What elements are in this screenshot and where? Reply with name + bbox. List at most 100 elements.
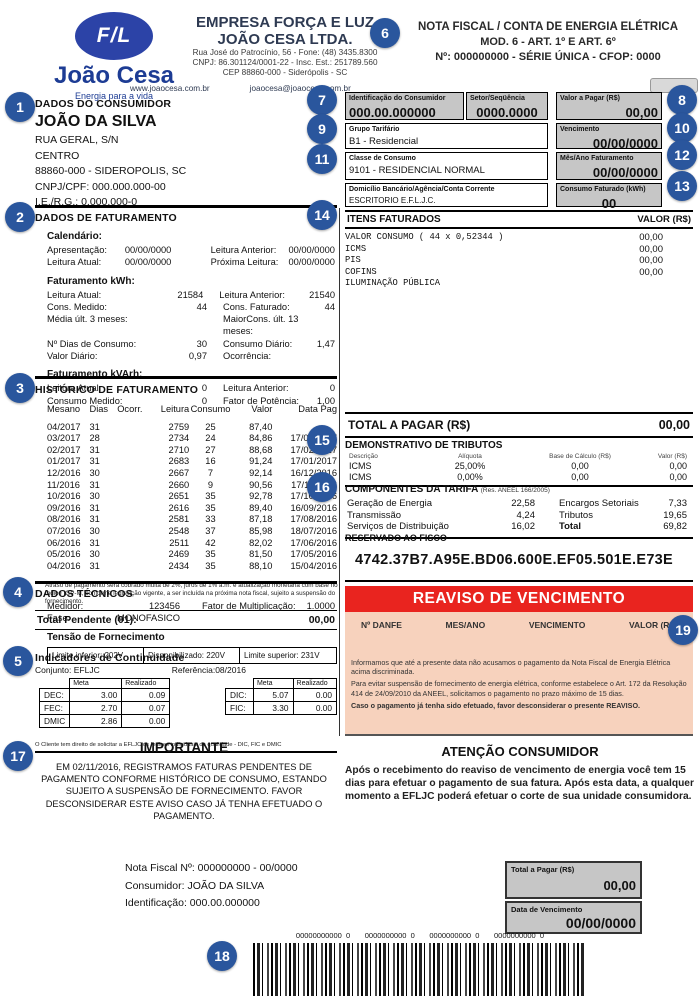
col-dias: Dias bbox=[89, 404, 109, 414]
section-itens-faturados: ITENS FATURADOS VALOR (R$) VALOR CONSUMO… bbox=[345, 210, 693, 290]
callout-4: 4 bbox=[3, 577, 33, 607]
callout-9: 9 bbox=[307, 114, 337, 144]
item-row: COFINS 00,00 bbox=[345, 266, 663, 278]
tax-row: ICMS 0,00% 0,00 0,00 bbox=[349, 471, 687, 482]
logo-ellipse-icon: F/L bbox=[75, 12, 153, 60]
history-row: 07/2016 30 2548 37 85,98 18/07/2016 bbox=[47, 525, 338, 536]
continuity-footnote: O Cliente tem direito de solicitar a EFL… bbox=[35, 742, 282, 748]
box-label: Setor/Seqüência bbox=[470, 95, 525, 102]
box-mes-ano-faturamento: Mês/Ano Faturamento 00/00/0000 bbox=[556, 152, 662, 180]
company-website: www.joaocesa.com.br bbox=[130, 84, 210, 93]
blank-header bbox=[226, 679, 254, 689]
company-web-contacts: www.joaocesa.com.br joaocesa@joaocesa.co… bbox=[130, 84, 351, 93]
total-a-pagar-row: TOTAL A PAGAR (R$) 00,00 bbox=[345, 412, 693, 438]
footer-vencimento-label: Data de Vencimento bbox=[511, 905, 583, 914]
history-row: 08/2016 31 2581 33 87,18 17/08/2016 bbox=[47, 514, 338, 525]
barcode bbox=[253, 943, 585, 996]
company-header: EMPRESA FORÇA E LUZ JOÃO CESA LTDA. Rua … bbox=[160, 14, 410, 78]
box-value: B1 - Residencial bbox=[349, 135, 419, 147]
footer-total-box: Total a Pagar (R$) 00,00 bbox=[505, 861, 642, 899]
box-value: 00 bbox=[601, 195, 617, 211]
col-mesano: Mesano bbox=[47, 404, 81, 414]
reaviso-paragraph-2: Para evitar suspensão de fornecimento de… bbox=[351, 679, 687, 698]
items-title: ITENS FATURADOS bbox=[347, 214, 441, 225]
calendar-row: Leitura Atual: 00/00/0000 Próxima Leitura… bbox=[47, 257, 335, 268]
kwh-row: Nº Dias de Consumo: 30 Consumo Diário: 1,4… bbox=[47, 338, 335, 349]
box-valor-a-pagar: Valor a Pagar (R$) 00,00 bbox=[556, 92, 662, 120]
kvarh-row: Consumo Medido: 0 Fator de Potência: 1,00 bbox=[47, 395, 335, 406]
reaviso-text: Informamos que até a presente data não a… bbox=[345, 658, 693, 710]
tariff-row: Geração de Energia 22,58 Encargos Setoria… bbox=[347, 498, 687, 509]
technical-row: Medidor: 123456 Fator de Multiplicação: 1.… bbox=[47, 601, 335, 611]
continuity-table-left: Meta Realizado DEC: 3.00 0.09 FEC: 2.70 0.07… bbox=[38, 678, 171, 728]
footer-total-label: Total a Pagar (R$) bbox=[511, 865, 575, 874]
item-row: ICMS 00,00 bbox=[345, 243, 663, 255]
logo-name: João Cesa bbox=[53, 62, 175, 89]
box-grupo-tarifario: Grupo Tarifário B1 - Residencial bbox=[345, 123, 548, 149]
kvarh-rows: Leitura Atual: 0 Leitura Anterior: 0 Consu… bbox=[35, 382, 337, 407]
barcode-digits: 00000000000 0 0000000000 0 0000000000 0 … bbox=[295, 931, 545, 940]
blank-header bbox=[40, 679, 70, 689]
col-valor: VALOR (R$) bbox=[628, 620, 677, 630]
item-row: VALOR CONSUMO ( 44 x 0,52344 ) 00,00 bbox=[345, 232, 663, 243]
callout-13: 13 bbox=[667, 171, 697, 201]
history-row: 09/2016 31 2616 35 89,40 16/09/2016 bbox=[47, 502, 338, 513]
callout-18: 18 bbox=[207, 941, 237, 971]
kvarh-title: Faturamento kVArh: bbox=[47, 369, 143, 381]
fisco-label: RESERVADO AO FISCO bbox=[345, 533, 447, 543]
callout-15: 15 bbox=[307, 425, 337, 455]
item-row: ILUMINAÇÃO PÚBLICA bbox=[345, 278, 441, 288]
meta-header: Meta bbox=[69, 678, 123, 689]
technical-row: Fase: MONOFASICO bbox=[47, 613, 180, 624]
box-vencimento: Vencimento 00/00/0000 bbox=[556, 123, 662, 151]
box-value: 00,00 bbox=[625, 104, 658, 120]
taxes-header-row: Descrição Alíquota Base de Cálculo (R$) … bbox=[345, 453, 693, 460]
section-indicadores-continuidade: Indicadores de Continuidade Conjunto: EF… bbox=[35, 652, 338, 753]
total-label: TOTAL A PAGAR (R$) bbox=[348, 418, 471, 432]
doc-subtitle: MOD. 6 - ART. 1º E ART. 6º bbox=[480, 36, 616, 48]
history-row: 06/2016 31 2511 42 82,02 17/06/2016 bbox=[47, 537, 338, 548]
history-rows: 04/2017 31 2759 25 87,40 03/2017 28 2734 24… bbox=[35, 422, 337, 573]
col-valor: Valor bbox=[251, 404, 273, 414]
col-descricao: Descrição bbox=[349, 453, 378, 460]
tariff-row: Transmissão 4,24 Tributos 19,65 bbox=[347, 509, 687, 521]
doc-number-line: Nº: 000000000 - SÉRIE ÚNICA - CFOP: 0000 bbox=[435, 51, 661, 63]
section-demonstrativo-tributos: DEMONSTRATIVO DE TRIBUTOS Descrição Alíq… bbox=[345, 438, 693, 487]
footer-consumidor-line: Consumidor: JOÃO DA SILVA bbox=[125, 879, 265, 892]
atencao-title: ATENÇÃO CONSUMIDOR bbox=[441, 744, 599, 759]
calendar-row: Apresentação: 00/00/0000 Leitura Anterior… bbox=[47, 245, 335, 255]
tensao-cell: Limite inferior: 202V bbox=[48, 647, 144, 663]
box-label: Classe de Consumo bbox=[349, 155, 416, 162]
callout-10: 10 bbox=[667, 113, 697, 143]
box-value: 00/00/0000 bbox=[592, 135, 658, 151]
callout-7: 7 bbox=[307, 85, 337, 115]
total-pendente-value: 00,00 bbox=[308, 614, 335, 627]
continuity-row: DIC: 5.07 0.00 bbox=[225, 688, 338, 702]
calendar-rows: Apresentação: 00/00/0000 Leitura Anterior… bbox=[35, 244, 337, 269]
doc-title: NOTA FISCAL / CONTA DE ENERGIA ELÉTRICA bbox=[417, 21, 679, 33]
tensao-cell: Limite superior: 231V bbox=[244, 650, 320, 660]
company-address-line3: CEP 88860-000 - Siderópolis - SC bbox=[222, 68, 348, 77]
col-valor: Valor (R$) bbox=[657, 453, 687, 460]
callout-12: 12 bbox=[667, 140, 697, 170]
section-historico-faturamento: HISTÓRICO DE FATURAMENTO Mesano Dias Oco… bbox=[35, 376, 338, 631]
section-dados-faturamento: DADOS DE FATURAMENTO Calendário: Apresen… bbox=[35, 205, 337, 407]
callout-17: 17 bbox=[3, 741, 33, 771]
box-label: Mês/Ano Faturamento bbox=[560, 155, 634, 162]
callout-1: 1 bbox=[5, 92, 35, 122]
box-domicilio-bancario: Domicílio Bancário/Agência/Conta Corrent… bbox=[345, 183, 548, 207]
meta-header: Meta bbox=[252, 678, 294, 689]
section-title: HISTÓRICO DE FATURAMENTO bbox=[35, 384, 199, 396]
company-name-line2: JOÃO CESA LTDA. bbox=[217, 31, 353, 48]
box-classe-consumo: Classe de Consumo 9101 - RESIDENCIAL NOR… bbox=[345, 152, 548, 180]
section-title: DEMONSTRATIVO DE TRIBUTOS bbox=[345, 440, 503, 451]
callout-2: 2 bbox=[5, 202, 35, 232]
box-label: Domicílio Bancário/Agência/Conta Corrent… bbox=[349, 186, 495, 193]
box-value: 000.00.000000 bbox=[349, 104, 436, 120]
consumer-address: RUA GERAL, S/N bbox=[35, 134, 119, 146]
referencia: Referência:08/2016 bbox=[171, 665, 246, 675]
kwh-row: Leitura Atual: 21584 Leitura Anterior: 215… bbox=[47, 289, 335, 300]
footer-info: Nota Fiscal Nº: 000000000 - 00/0000 Cons… bbox=[125, 860, 298, 913]
